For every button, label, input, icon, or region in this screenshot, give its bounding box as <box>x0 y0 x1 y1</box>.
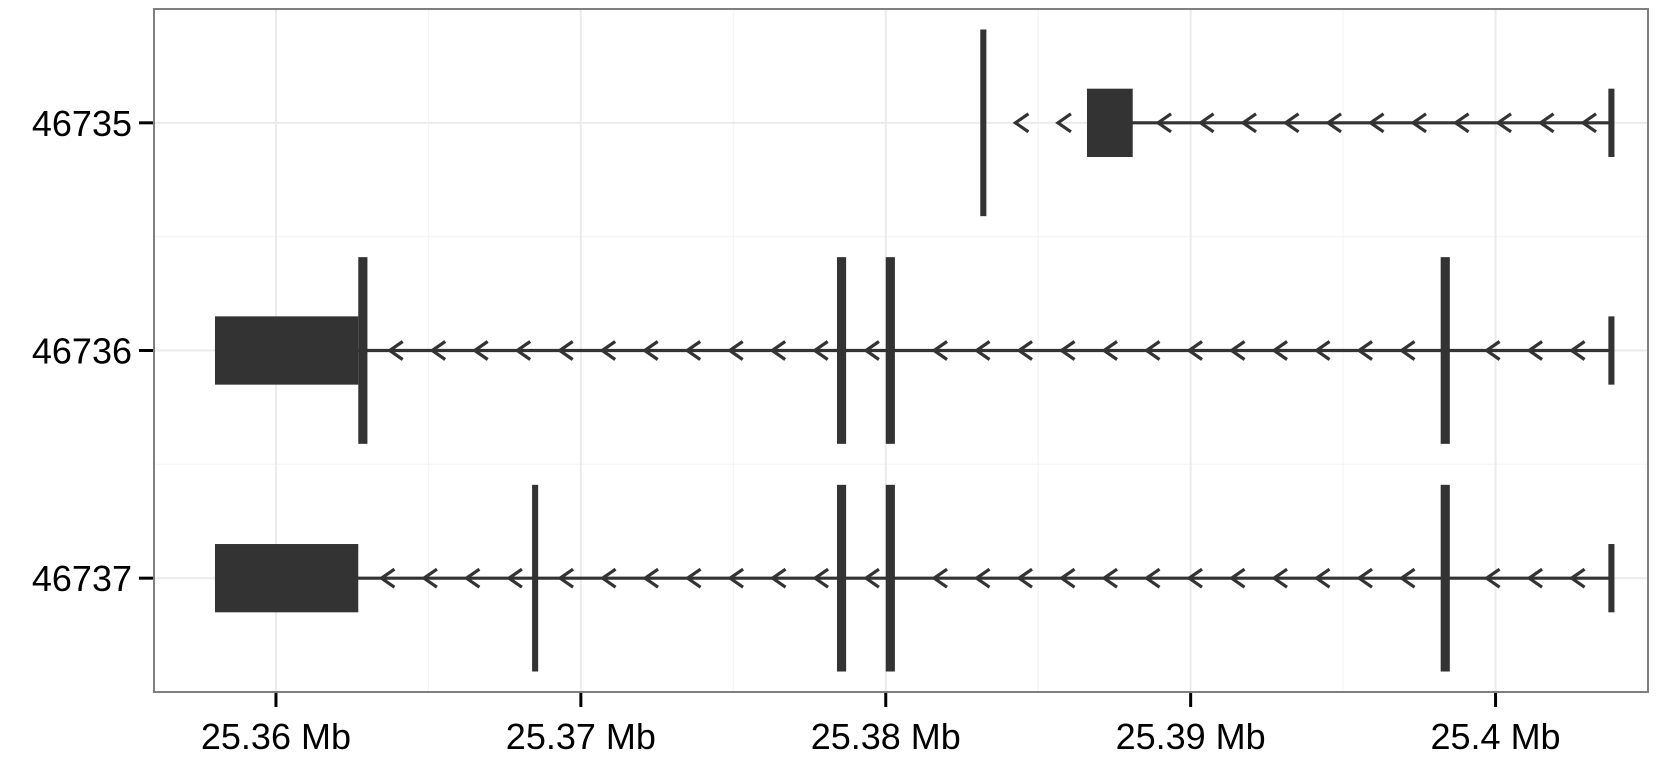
cds-block <box>532 484 539 672</box>
panel-border <box>153 8 1649 693</box>
strand-arrow <box>811 340 829 361</box>
strand-arrow <box>599 567 617 589</box>
strand-arrow <box>1580 112 1597 134</box>
cds-block <box>836 484 847 672</box>
strand-arrow <box>863 567 880 589</box>
strand-arrow <box>1495 112 1512 134</box>
strand-arrow <box>1325 112 1342 134</box>
strand-arrow <box>1398 340 1416 361</box>
strand-arrow <box>1016 567 1033 589</box>
x-tick-label: 25.4 Mb <box>1431 716 1561 757</box>
strand-arrow <box>1101 567 1118 589</box>
x-tick-label: 25.36 Mb <box>201 716 351 757</box>
strand-arrow <box>684 340 702 361</box>
strand-arrow <box>1186 340 1203 361</box>
strand-arrow <box>1271 567 1288 589</box>
utr-block <box>1608 88 1615 157</box>
strand-arrow <box>1356 340 1373 361</box>
strand-arrow <box>931 567 948 589</box>
axes: 25.36 Mb 25.37 Mb 25.38 Mb 25.39 Mb 25.4 Mb 4… <box>32 103 1561 757</box>
strand-arrow <box>1012 112 1030 134</box>
strand-arrow <box>769 567 787 589</box>
cds-block <box>1440 484 1450 672</box>
strand-arrow <box>1526 567 1544 589</box>
strand-arrow <box>642 567 659 589</box>
strand-arrow <box>378 567 396 589</box>
strand-arrow <box>1055 112 1072 134</box>
strand-arrow <box>1398 567 1416 589</box>
transcript-46736 <box>214 257 1615 444</box>
strand-arrow <box>1410 112 1427 134</box>
strand-arrow <box>599 340 617 361</box>
transcript-46737 <box>214 484 1615 672</box>
utr-block <box>214 544 359 613</box>
y-tick-label: 46736 <box>32 331 132 372</box>
strand-arrow <box>769 340 787 361</box>
strand-arrow <box>726 340 744 361</box>
strand-arrow <box>1016 340 1033 361</box>
transcript-46735 <box>980 29 1615 217</box>
strand-arrow <box>421 567 438 589</box>
strand-arrow <box>514 340 532 361</box>
strand-arrow <box>1282 112 1300 134</box>
strand-arrow <box>1143 340 1161 361</box>
y-tick-label: 46735 <box>32 103 132 144</box>
x-tick-label: 25.37 Mb <box>506 716 656 757</box>
utr-block <box>1608 316 1615 385</box>
strand-arrow <box>1483 340 1501 361</box>
cds-block <box>885 484 895 672</box>
strand-arrow <box>1101 340 1118 361</box>
strand-arrow <box>1313 567 1331 589</box>
strand-arrow <box>973 567 991 589</box>
strand-arrow <box>429 340 447 361</box>
strand-arrow <box>1155 112 1172 134</box>
cds-block <box>358 257 368 444</box>
strand-arrow <box>1058 567 1076 589</box>
utr-block <box>1608 544 1615 613</box>
cds-block <box>836 257 847 444</box>
strand-arrow <box>1313 340 1331 361</box>
strand-arrow <box>1228 340 1246 361</box>
strand-arrow <box>463 567 481 589</box>
strand-arrow <box>1452 112 1470 134</box>
x-tick-label: 25.39 Mb <box>1116 716 1266 757</box>
strand-arrow <box>471 340 489 361</box>
strand-arrow <box>386 340 404 361</box>
transcript-features <box>214 29 1615 672</box>
utr-block <box>1086 88 1133 157</box>
strand-arrow <box>1058 340 1076 361</box>
strand-arrow <box>1568 340 1586 361</box>
strand-arrow <box>727 567 744 589</box>
strand-arrow <box>506 567 523 589</box>
strand-arrow <box>1537 112 1555 134</box>
x-tick-label: 25.38 Mb <box>811 716 961 757</box>
strand-arrow <box>1228 567 1246 589</box>
strand-arrow <box>556 340 574 361</box>
strand-arrow <box>1143 567 1161 589</box>
strand-arrow <box>1356 567 1373 589</box>
strand-arrow <box>1240 112 1257 134</box>
y-tick-label: 46737 <box>32 558 132 599</box>
strand-arrow <box>1197 112 1215 134</box>
strand-arrow <box>931 340 948 361</box>
strand-arrow <box>1186 567 1203 589</box>
cds-block <box>1440 257 1450 444</box>
strand-arrow <box>641 340 659 361</box>
utr-block <box>214 316 359 385</box>
cds-block <box>980 29 987 217</box>
strand-arrow <box>1271 340 1288 361</box>
strand-arrow <box>1483 567 1501 589</box>
strand-arrow <box>684 567 702 589</box>
strand-arrow <box>557 567 574 589</box>
strand-arrow <box>1526 340 1544 361</box>
strand-arrow <box>863 340 880 361</box>
strand-arrow <box>1367 112 1385 134</box>
strand-arrow <box>973 340 991 361</box>
strand-arrow <box>812 567 829 589</box>
strand-arrow <box>1568 567 1586 589</box>
cds-block <box>885 257 895 444</box>
